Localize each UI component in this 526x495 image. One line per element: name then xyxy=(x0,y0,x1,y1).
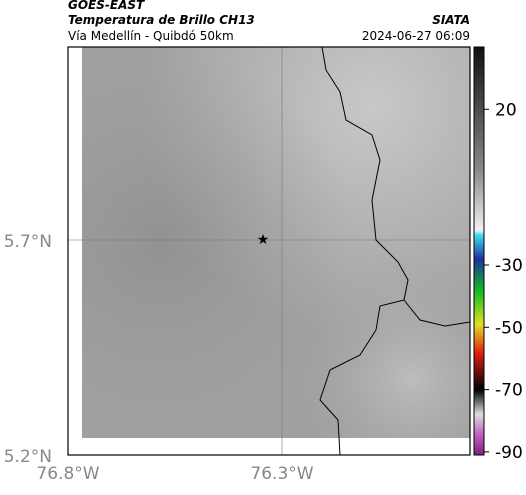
marker: ★ xyxy=(257,232,270,248)
subtitle: Temperatura de Brillo CH13 xyxy=(68,13,255,27)
map-area: ★ xyxy=(67,46,471,456)
x-tick-label: 76.8°W xyxy=(36,464,99,484)
colorbar-tick-label: -50 xyxy=(495,318,523,338)
colorbar-tick-label: -30 xyxy=(495,256,523,276)
location: Vía Medellín - Quibdó 50km xyxy=(68,29,234,43)
y-tick-label: 5.7°N xyxy=(4,232,52,252)
colorbar-tick-label: -70 xyxy=(495,381,523,401)
y-tick-label: 5.2°N xyxy=(4,447,52,467)
colorbar-tick-label: -90 xyxy=(495,443,523,463)
title: GOES-EAST xyxy=(68,0,145,12)
source: SIATA xyxy=(432,13,470,27)
x-tick-label: 76.3°W xyxy=(250,464,313,484)
colorbar-tick-label: 20 xyxy=(495,100,517,120)
colorbar xyxy=(473,46,485,456)
datetime: 2024-06-27 06:09 xyxy=(362,29,470,43)
